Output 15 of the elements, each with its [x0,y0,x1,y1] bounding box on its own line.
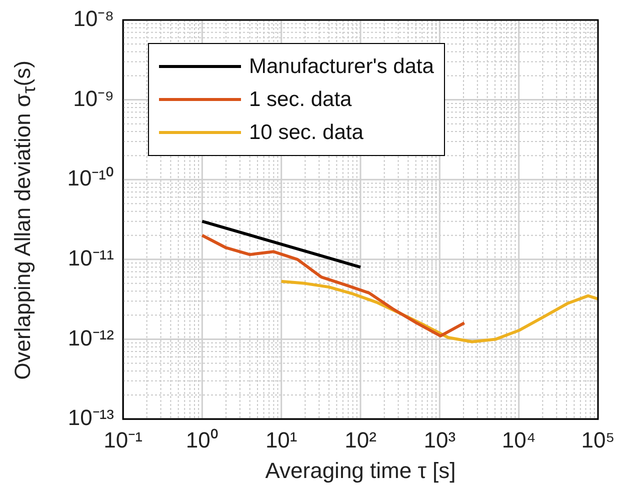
x-tick-label: 10³ [424,427,456,452]
y-tick-label: 10⁻⁹ [73,86,114,111]
x-tick-label: 10¹ [265,427,298,452]
legend-label: 1 sec. data [249,88,352,112]
x-axis-title: Averaging time τ [s] [264,458,457,484]
y-tick-label: 10⁻¹⁰ [67,166,114,191]
legend-label: Manufacturer's data [249,54,434,78]
y-tick-label: 10⁻¹¹ [68,245,114,270]
legend-label: 10 sec. data [249,120,364,144]
x-tick-label: 10⁵ [581,427,615,452]
y-tick-label: 10⁻⁸ [73,6,114,32]
y-tick-label: 10⁻¹² [68,325,114,350]
x-tick-label: 10⁴ [502,427,536,452]
x-tick-label: 10⁰ [186,427,218,452]
x-tick-label: 10² [344,427,376,452]
